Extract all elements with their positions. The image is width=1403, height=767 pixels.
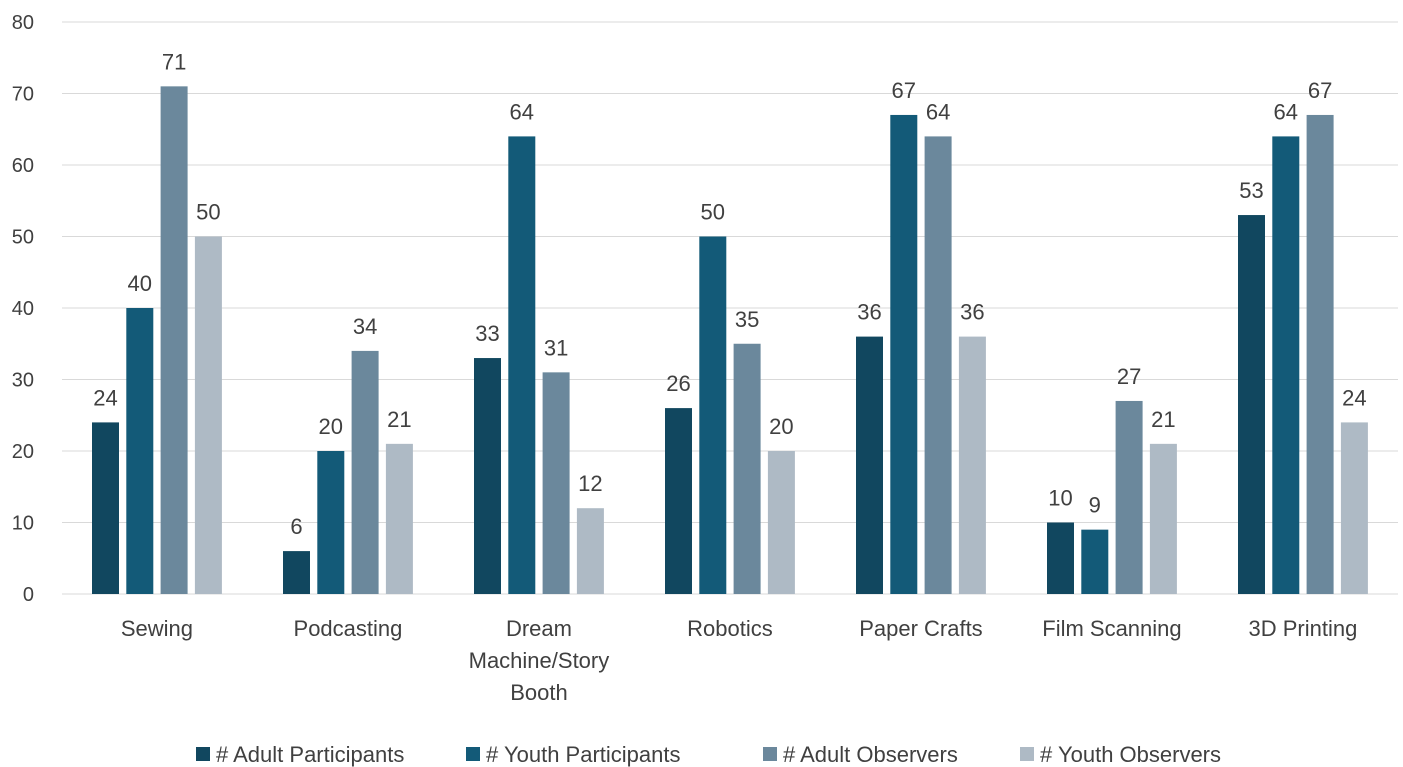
- bar: [317, 451, 345, 594]
- x-tick-label: Paper Crafts: [859, 616, 983, 641]
- data-label: 12: [578, 471, 602, 496]
- data-label: 36: [960, 300, 984, 325]
- legend-label: # Adult Participants: [216, 742, 404, 767]
- bar: [1340, 422, 1368, 594]
- bar: [856, 336, 883, 594]
- bar: [699, 236, 727, 594]
- legend-swatch: [763, 747, 777, 761]
- data-label: 21: [1151, 407, 1175, 432]
- gridlines: [62, 21, 1398, 595]
- bar: [1306, 114, 1334, 594]
- bar: [924, 136, 952, 594]
- data-label: 53: [1239, 178, 1263, 203]
- x-tick-label: Booth: [510, 680, 568, 705]
- data-label: 31: [544, 335, 568, 360]
- data-label: 64: [1274, 99, 1298, 124]
- bar: [542, 372, 570, 594]
- data-label: 67: [892, 78, 916, 103]
- data-label: 20: [769, 414, 793, 439]
- y-axis-ticks: 0 10 20 30 40 50 60 70 80: [12, 12, 34, 606]
- y-tick-label: 40: [12, 298, 34, 320]
- bar: [890, 114, 918, 594]
- legend-swatch: [1020, 747, 1034, 761]
- legend-label: # Adult Observers: [783, 742, 958, 767]
- bar: [126, 308, 154, 594]
- data-label: 24: [93, 385, 117, 410]
- bar: [194, 236, 222, 594]
- bar: [958, 336, 986, 594]
- data-label: 20: [319, 414, 343, 439]
- data-label: 21: [387, 407, 411, 432]
- x-tick-label: Dream: [506, 616, 572, 641]
- data-label: 64: [510, 99, 534, 124]
- bar: [474, 358, 501, 594]
- y-tick-label: 80: [12, 12, 34, 34]
- data-label: 67: [1308, 78, 1332, 103]
- bar: [767, 451, 795, 594]
- data-label: 64: [926, 99, 950, 124]
- y-tick-label: 20: [12, 441, 34, 463]
- bar: [1081, 529, 1109, 594]
- y-tick-label: 10: [12, 513, 34, 535]
- data-label: 34: [353, 314, 377, 339]
- data-label: 10: [1048, 486, 1072, 511]
- x-tick-label: Robotics: [687, 616, 773, 641]
- data-label: 40: [128, 271, 152, 296]
- data-label: 6: [290, 514, 302, 539]
- data-label: 26: [666, 371, 690, 396]
- data-label: 71: [162, 49, 186, 74]
- x-tick-label: 3D Printing: [1249, 616, 1358, 641]
- x-tick-label: Machine/Story: [469, 648, 610, 673]
- data-label: 9: [1089, 493, 1101, 518]
- data-label: 50: [701, 200, 725, 225]
- legend-label: # Youth Participants: [486, 742, 680, 767]
- bar: [160, 86, 188, 594]
- bar: [1149, 443, 1177, 594]
- bar: [1238, 215, 1265, 595]
- x-tick-label: Sewing: [121, 616, 193, 641]
- bar: [1115, 400, 1143, 594]
- bar: [283, 551, 310, 594]
- data-label: 33: [475, 321, 499, 346]
- y-tick-label: 60: [12, 155, 34, 177]
- legend-swatch: [466, 747, 480, 761]
- bar: [1047, 522, 1074, 594]
- legend-swatch: [196, 747, 210, 761]
- legend-label: # Youth Observers: [1040, 742, 1221, 767]
- bar: [351, 350, 379, 594]
- data-label: 35: [735, 307, 759, 332]
- x-axis-categories: Sewing Podcasting Dream Machine/Story Booth R…: [121, 616, 1358, 705]
- y-tick-label: 0: [23, 584, 34, 606]
- data-label: 27: [1117, 364, 1141, 389]
- bar: [92, 422, 119, 594]
- y-tick-label: 70: [12, 84, 34, 106]
- bar: [385, 443, 413, 594]
- bar: [1272, 136, 1300, 594]
- bar: [733, 343, 761, 594]
- legend: # Adult Participants # Youth Participants…: [196, 742, 1221, 767]
- data-label: 24: [1342, 385, 1366, 410]
- data-label: 36: [857, 300, 881, 325]
- data-labels: 24 40 71 50 6 20 34 21 33 64 31 12 26 50 35 20 36 67 64 36 1…: [93, 49, 1366, 539]
- bars: [92, 86, 1368, 595]
- bar: [665, 408, 692, 594]
- x-tick-label: Podcasting: [294, 616, 403, 641]
- data-label: 50: [196, 200, 220, 225]
- x-tick-label: Film Scanning: [1042, 616, 1181, 641]
- bar: [576, 508, 604, 594]
- bar: [508, 136, 536, 594]
- y-tick-label: 50: [12, 227, 34, 249]
- y-tick-label: 30: [12, 370, 34, 392]
